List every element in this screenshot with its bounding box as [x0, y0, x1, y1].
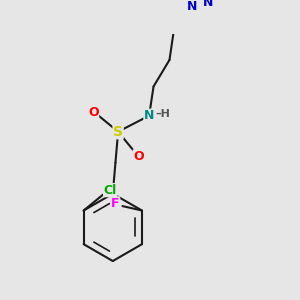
Text: –H: –H — [156, 109, 171, 119]
Text: N: N — [187, 0, 197, 13]
Text: F: F — [111, 197, 120, 210]
Text: Cl: Cl — [103, 184, 117, 196]
Text: O: O — [133, 150, 144, 163]
Text: O: O — [88, 106, 99, 119]
Text: S: S — [113, 125, 123, 139]
Text: N: N — [144, 109, 154, 122]
Text: N: N — [202, 0, 213, 9]
